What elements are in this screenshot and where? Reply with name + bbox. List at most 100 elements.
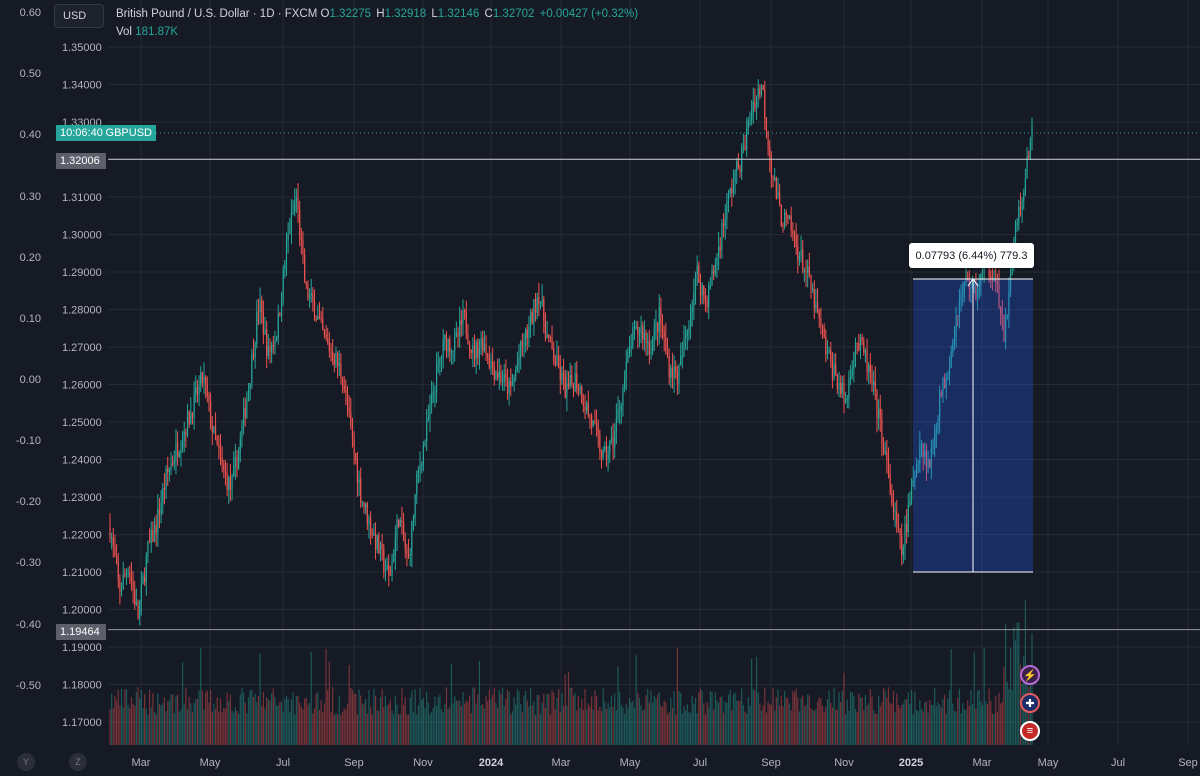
candle-body xyxy=(851,369,853,376)
candle-body xyxy=(289,233,291,235)
volume-bar xyxy=(429,713,431,745)
candle-body xyxy=(177,442,179,457)
volume-bar xyxy=(196,699,199,745)
z-button[interactable]: Z xyxy=(69,753,87,771)
volume-bar xyxy=(810,708,812,745)
measure-tooltip-text: 0.07793 (6.44%) 779.3 xyxy=(915,249,1028,262)
candle-body xyxy=(731,188,733,194)
volume-bar xyxy=(371,714,373,745)
us-flag-event-icon[interactable]: ≡ xyxy=(1020,721,1040,741)
volume-bar xyxy=(632,700,634,745)
volume-bar xyxy=(139,698,141,745)
candle-body xyxy=(711,270,713,286)
candle-body xyxy=(368,517,370,525)
candle-body xyxy=(815,302,817,309)
volume-bar xyxy=(267,699,269,745)
uk-flag-event-icon[interactable]: ✚ xyxy=(1020,693,1040,713)
candle-body xyxy=(658,307,660,332)
left-axis-label: 0.00 xyxy=(20,374,41,386)
hline-label-lower[interactable]: 1.19464 xyxy=(56,624,106,640)
candle-body xyxy=(445,334,448,352)
volume-bar xyxy=(335,713,337,745)
volume-bar xyxy=(624,713,626,745)
candle-body xyxy=(323,330,326,335)
lightning-event-icon[interactable]: ⚡ xyxy=(1020,665,1040,685)
volume-bar xyxy=(915,709,918,745)
volume-bar xyxy=(191,712,194,745)
candle-body xyxy=(861,337,863,342)
candle-body xyxy=(906,523,908,532)
volume-bar xyxy=(137,687,139,745)
candle-body xyxy=(942,377,944,396)
currency-button[interactable]: USD xyxy=(54,4,104,28)
candle-body xyxy=(937,419,939,430)
volume-bar xyxy=(709,691,711,745)
volume-bar xyxy=(576,710,578,745)
candle-body xyxy=(881,417,883,446)
y-button[interactable]: Y xyxy=(17,753,35,771)
volume-bar xyxy=(529,688,532,745)
volume-bar xyxy=(307,704,309,745)
hline-upper-value: 1.32006 xyxy=(60,155,100,167)
candle-body xyxy=(503,374,505,382)
volume-bar xyxy=(774,710,776,745)
candle-body xyxy=(422,444,424,466)
candle-body xyxy=(955,316,957,338)
volume-bar xyxy=(239,694,241,745)
candle-body xyxy=(602,449,604,458)
candle-body xyxy=(716,256,718,266)
candle-body xyxy=(869,365,871,374)
volume-bar xyxy=(167,701,169,745)
volume-bar xyxy=(579,708,581,745)
candle-body xyxy=(551,337,553,349)
left-axis-label: 0.60 xyxy=(20,7,41,19)
candle-body xyxy=(767,131,769,148)
volume-bar xyxy=(338,695,340,745)
volume-bar xyxy=(134,705,136,745)
candle-body xyxy=(516,363,518,370)
volume-bar xyxy=(1001,701,1003,745)
volume-bar xyxy=(688,711,690,745)
volume-bar xyxy=(788,703,791,745)
open-value: 1.32275 xyxy=(329,8,372,20)
candle-body xyxy=(468,343,471,351)
candle-body xyxy=(681,355,683,357)
candle-body xyxy=(788,216,791,220)
volume-bar xyxy=(275,705,278,745)
volume-bar xyxy=(680,693,682,745)
candle-body xyxy=(625,361,627,379)
volume-bar xyxy=(282,711,284,745)
candle-body xyxy=(125,573,128,575)
volume-bar xyxy=(614,693,616,745)
volume-bar xyxy=(912,714,914,745)
volume-bar xyxy=(231,710,233,745)
candle-body xyxy=(648,342,650,355)
volume-bar xyxy=(589,706,591,745)
candle-body xyxy=(812,288,814,291)
candle-body xyxy=(160,503,162,515)
candle-body xyxy=(579,386,581,391)
volume-bar xyxy=(495,702,497,745)
candle-body xyxy=(459,320,461,337)
candle-body xyxy=(884,451,886,453)
volume-bar xyxy=(586,709,588,745)
candle-body xyxy=(864,350,867,353)
candle-body xyxy=(455,332,457,338)
volume-bar xyxy=(516,689,518,745)
volume-bar xyxy=(795,688,797,745)
candle-body xyxy=(630,346,632,348)
volume-bar xyxy=(840,701,842,745)
candle-body xyxy=(234,457,236,466)
candle-body xyxy=(404,540,406,550)
volume-bar xyxy=(528,706,530,745)
candle-body xyxy=(384,570,387,572)
candle-body xyxy=(115,556,118,563)
volume-bar xyxy=(221,712,223,745)
volume-bar xyxy=(770,705,772,745)
volume-bar xyxy=(114,695,116,745)
volume-bar xyxy=(175,695,177,745)
volume-bar xyxy=(894,711,896,745)
volume-bar xyxy=(727,694,730,745)
hline-label-upper[interactable]: 1.32006 xyxy=(56,153,106,169)
